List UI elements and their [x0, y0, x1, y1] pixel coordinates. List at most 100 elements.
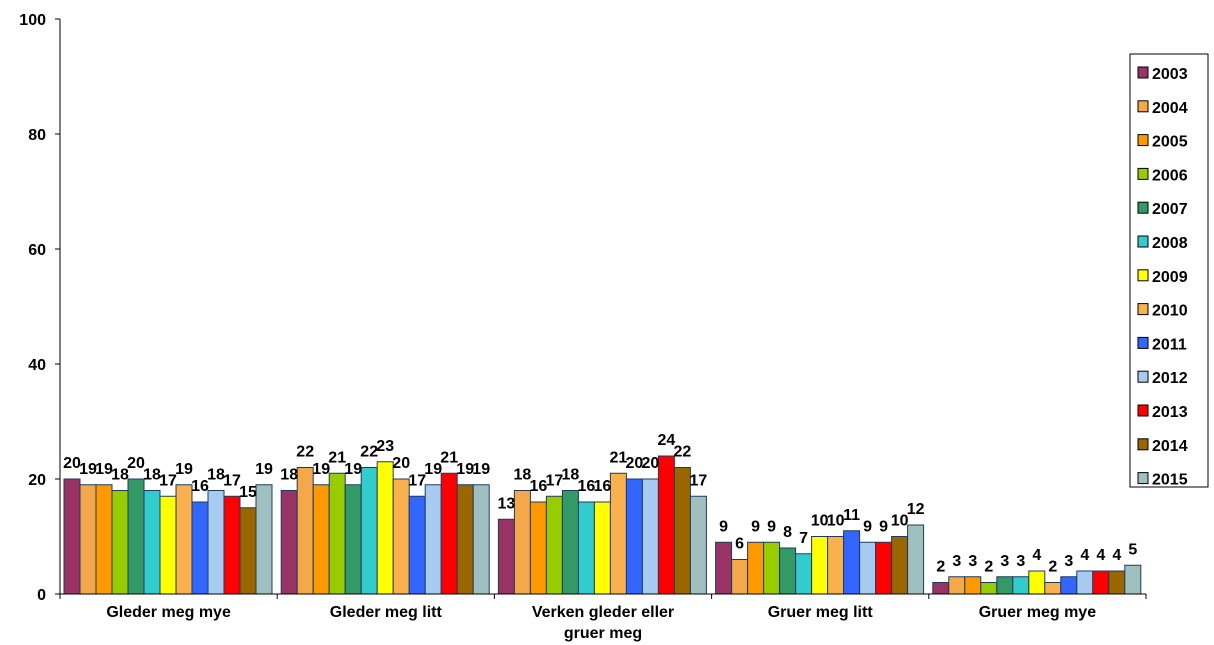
bar-2012	[207, 490, 225, 595]
bar-2011	[1060, 576, 1078, 595]
legend-swatch	[1137, 370, 1149, 383]
bar-2009	[811, 536, 829, 595]
bar-2014	[673, 467, 691, 595]
legend-label: 2015	[1152, 472, 1188, 489]
data-label: 19	[79, 461, 97, 478]
data-label: 16	[191, 478, 209, 495]
bar-2015	[907, 524, 925, 595]
data-label: 10	[811, 513, 829, 530]
data-label: 18	[207, 467, 225, 484]
legend-label: 2012	[1152, 370, 1188, 387]
bar-2003	[63, 478, 81, 595]
legend-label: 2005	[1152, 134, 1188, 151]
data-label: 20	[392, 455, 410, 472]
bar-2005	[95, 484, 113, 595]
bar-2011	[625, 478, 643, 595]
y-ticks: 0 20 40 60 80 100	[19, 12, 60, 604]
data-label: 9	[767, 518, 776, 535]
legend-swatch	[1137, 336, 1149, 349]
legend-label: 2006	[1152, 167, 1188, 184]
bar-2014	[456, 484, 474, 595]
bar-2015	[1124, 564, 1142, 595]
bar-2006	[328, 472, 346, 595]
data-label: 4	[1032, 547, 1041, 564]
data-label: 19	[312, 461, 330, 478]
y-tick-label: 0	[37, 587, 46, 604]
data-label: 22	[674, 444, 692, 461]
data-label: 20	[127, 455, 145, 472]
bar-2006	[763, 541, 781, 595]
bar-2005	[747, 541, 765, 595]
data-label: 16	[530, 478, 548, 495]
legend-swatch	[1137, 438, 1149, 451]
legend-swatch	[1137, 100, 1149, 113]
legend-swatch	[1137, 66, 1149, 79]
data-label: 17	[223, 472, 241, 489]
data-label: 18	[562, 467, 580, 484]
x-category-label: Gleder meg mye	[106, 604, 231, 621]
data-label: 19	[424, 461, 442, 478]
bar-2013	[875, 541, 893, 595]
y-tick-label: 80	[28, 127, 46, 144]
data-label: 18	[514, 467, 532, 484]
legend-swatch	[1137, 303, 1149, 316]
data-label: 20	[63, 455, 81, 472]
data-label: 5	[1128, 541, 1137, 558]
data-label: 22	[360, 444, 378, 461]
data-label: 3	[952, 553, 961, 570]
bar-2013	[440, 472, 458, 595]
bar-2015	[255, 484, 273, 595]
data-label: 11	[843, 507, 860, 524]
legend-label: 2009	[1152, 269, 1188, 286]
legend-label: 2008	[1152, 235, 1188, 252]
data-label: 18	[143, 467, 161, 484]
bar-2004	[513, 490, 531, 595]
data-label: 24	[658, 432, 676, 449]
data-label: 17	[690, 472, 708, 489]
data-label: 2	[1048, 559, 1057, 576]
x-category-label: Gruer meg mye	[979, 604, 1096, 621]
data-label: 3	[1064, 553, 1073, 570]
data-label: 2	[936, 559, 945, 576]
bar-2005	[964, 576, 982, 595]
x-category-labels: Gleder meg mye Gleder meg litt Verken gled…	[106, 604, 1096, 642]
bar-2013	[657, 455, 675, 595]
data-label: 20	[642, 455, 660, 472]
data-label: 7	[799, 530, 808, 547]
legend-label: 2013	[1152, 404, 1188, 421]
data-label: 10	[827, 513, 845, 530]
bar-2009	[376, 461, 394, 595]
bar-2003	[715, 541, 733, 595]
data-label: 19	[344, 461, 362, 478]
bar-2012	[641, 478, 659, 595]
data-label: 16	[578, 478, 596, 495]
bar-2007	[996, 576, 1014, 595]
data-label: 18	[111, 467, 129, 484]
data-label: 3	[1016, 553, 1025, 570]
data-label: 4	[1112, 547, 1121, 564]
legend-swatch	[1137, 134, 1149, 147]
bar-2012	[859, 541, 877, 595]
data-label: 12	[907, 501, 925, 518]
bar-2004	[296, 467, 314, 595]
x-category-label: Verken gleder eller gruer meg	[532, 604, 674, 642]
data-label: 21	[440, 449, 458, 466]
bar-2011	[191, 501, 209, 595]
data-label: 9	[863, 518, 872, 535]
legend-label: 2014	[1152, 438, 1188, 455]
bar-2011	[408, 495, 426, 595]
bar-2014	[1108, 570, 1126, 595]
legend-label: 2010	[1152, 303, 1188, 320]
data-label: 19	[456, 461, 474, 478]
bar-2012	[424, 484, 442, 595]
bar-2008	[577, 501, 595, 595]
data-label: 6	[735, 536, 744, 553]
data-label: 22	[296, 444, 314, 461]
legend-label: 2004	[1152, 100, 1188, 117]
bar-2008	[1012, 576, 1030, 595]
bar-2014	[239, 507, 257, 595]
bar-2010	[392, 478, 410, 595]
bar-2013	[223, 495, 241, 595]
